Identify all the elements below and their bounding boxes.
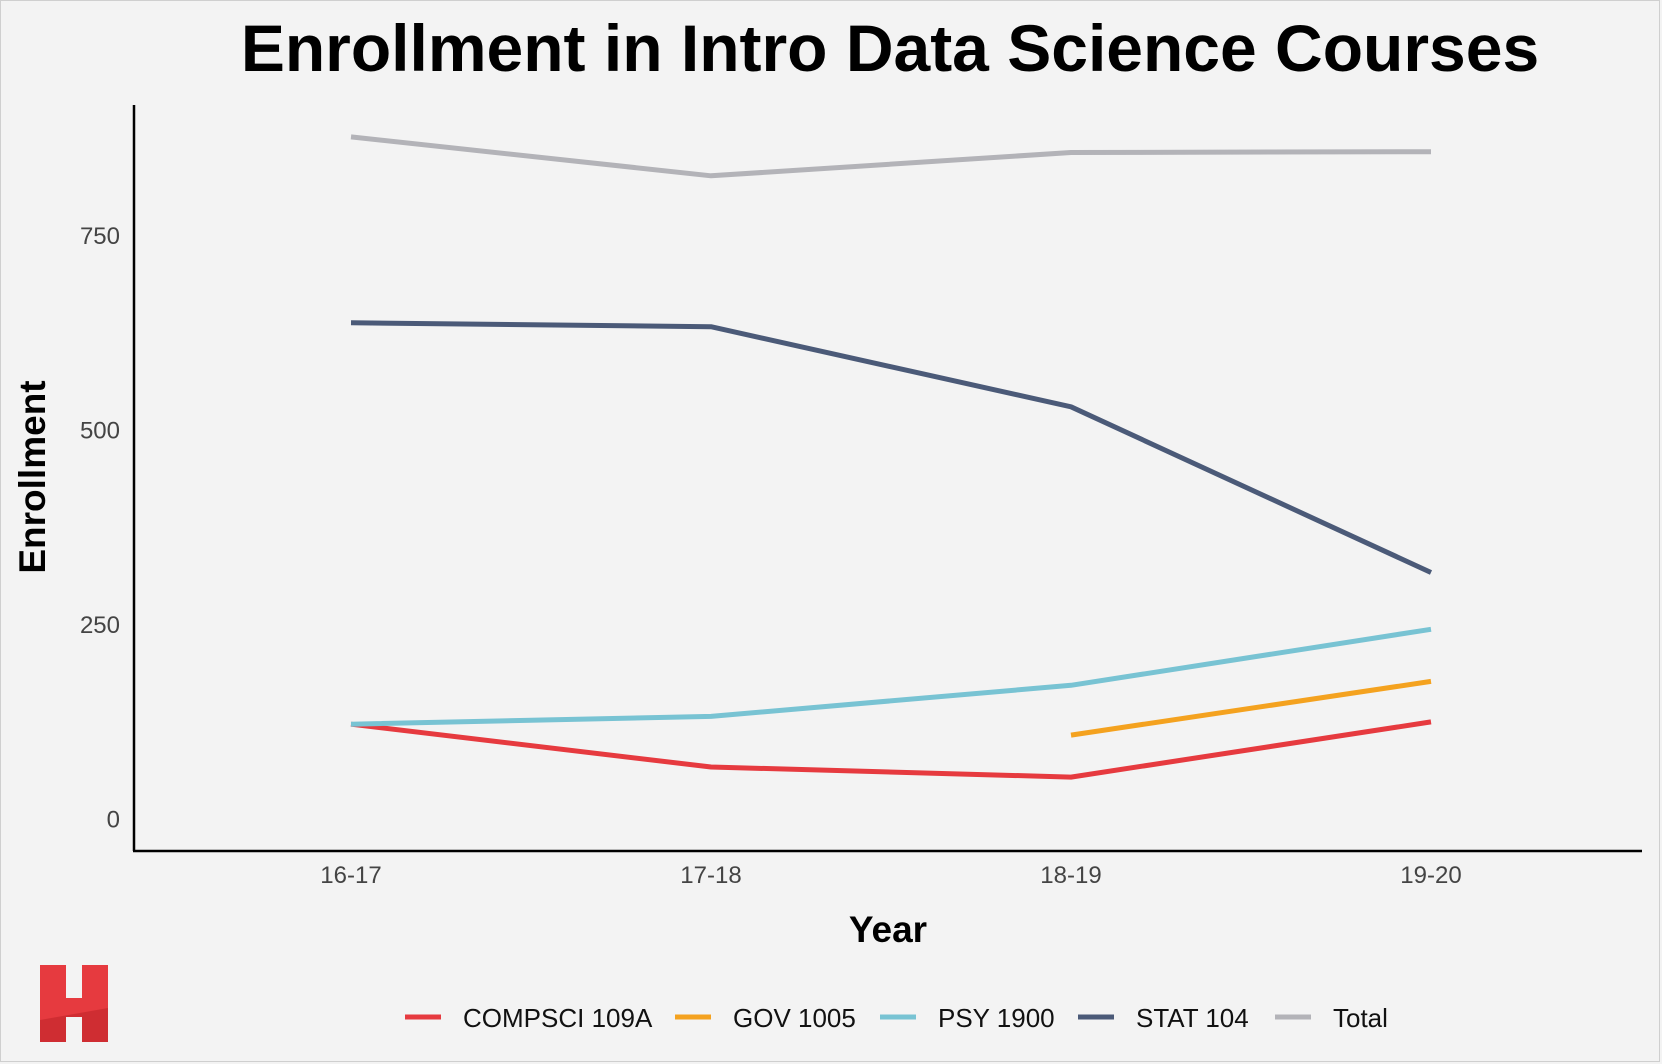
x-tick-label: 19-20 xyxy=(1400,862,1461,889)
legend-label-gov-1005: GOV 1005 xyxy=(733,1003,856,1033)
legend-label-total: Total xyxy=(1333,1003,1388,1033)
series-line-total xyxy=(350,134,1432,179)
y-axis-title: Enrollment xyxy=(12,380,53,573)
series-line-gov-1005 xyxy=(1070,678,1432,738)
legend: COMPSCI 109A GOV 1005 PSY 1900 STAT 104 Tota… xyxy=(405,1003,1388,1033)
series-line-compsci-109a xyxy=(350,719,1432,780)
x-tick-labels: 16-17 17-18 18-19 19-20 xyxy=(320,862,1461,889)
x-tick-label: 16-17 xyxy=(320,862,381,889)
series-lines xyxy=(350,134,1433,780)
y-tick-label: 500 xyxy=(80,417,120,444)
x-tick-label: 17-18 xyxy=(680,862,741,889)
x-tick-label: 18-19 xyxy=(1040,862,1101,889)
legend-label-psy-1900: PSY 1900 xyxy=(938,1003,1055,1033)
chart-title: Enrollment in Intro Data Science Courses xyxy=(241,11,1539,85)
legend-label-compsci-109a: COMPSCI 109A xyxy=(463,1003,653,1033)
series-line-stat-104 xyxy=(350,320,1433,575)
series-line-psy-1900 xyxy=(350,626,1432,727)
y-tick-labels: 0 250 500 750 xyxy=(80,223,120,833)
y-tick-label: 0 xyxy=(107,806,120,833)
y-tick-label: 250 xyxy=(80,612,120,639)
x-axis-title: Year xyxy=(849,909,927,950)
legend-label-stat-104: STAT 104 xyxy=(1136,1003,1249,1033)
harvard-h-logo-icon xyxy=(40,965,108,1042)
y-tick-label: 750 xyxy=(80,223,120,250)
